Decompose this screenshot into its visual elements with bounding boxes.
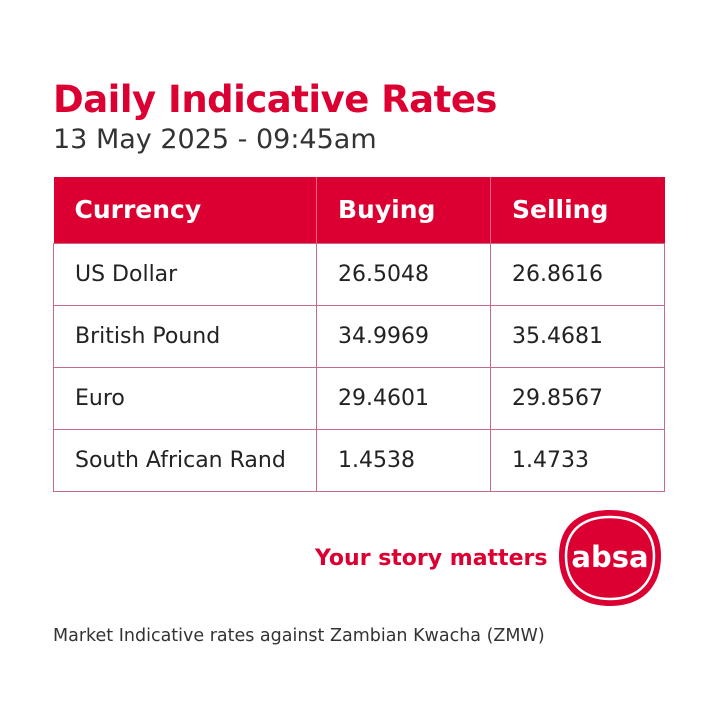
buying-rate-cell: 29.4601: [316, 366, 491, 430]
selling-rate-cell: 29.8567: [490, 366, 665, 430]
page-title: Daily Indicative Rates: [53, 78, 497, 121]
buying-rate-cell: 26.5048: [316, 242, 491, 306]
logo-wordmark: absa: [571, 540, 648, 574]
buying-rate-cell: 34.9969: [316, 304, 491, 368]
footer-note: Market Indicative rates against Zambian …: [53, 626, 545, 646]
column-header-currency: Currency: [53, 177, 317, 243]
selling-rate-cell: 1.4733: [490, 428, 665, 492]
date-time-subtitle: 13 May 2025 - 09:45am: [53, 124, 377, 155]
table-header-row: Currency Buying Selling: [53, 177, 665, 243]
currency-cell: US Dollar: [53, 242, 317, 306]
table-row: US Dollar 26.5048 26.8616: [53, 242, 665, 306]
selling-rate-cell: 26.8616: [490, 242, 665, 306]
currency-cell: Euro: [53, 366, 317, 430]
table-row: Euro 29.4601 29.8567: [53, 366, 665, 430]
currency-cell: South African Rand: [53, 428, 317, 492]
brand-tagline: Your story matters: [315, 546, 548, 571]
table-row: British Pound 34.9969 35.4681: [53, 304, 665, 368]
buying-rate-cell: 1.4538: [316, 428, 491, 492]
absa-logo-icon: absa: [559, 510, 661, 606]
column-header-selling: Selling: [490, 177, 665, 243]
rates-table: Currency Buying Selling US Dollar 26.504…: [53, 177, 665, 492]
selling-rate-cell: 35.4681: [490, 304, 665, 368]
currency-cell: British Pound: [53, 304, 317, 368]
column-header-buying: Buying: [316, 177, 491, 243]
table-row: South African Rand 1.4538 1.4733: [53, 428, 665, 492]
